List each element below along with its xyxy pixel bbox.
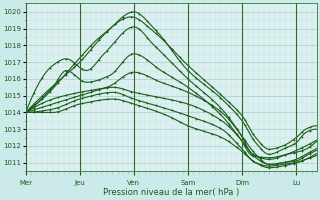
X-axis label: Pression niveau de la mer( hPa ): Pression niveau de la mer( hPa ) [103, 188, 239, 197]
